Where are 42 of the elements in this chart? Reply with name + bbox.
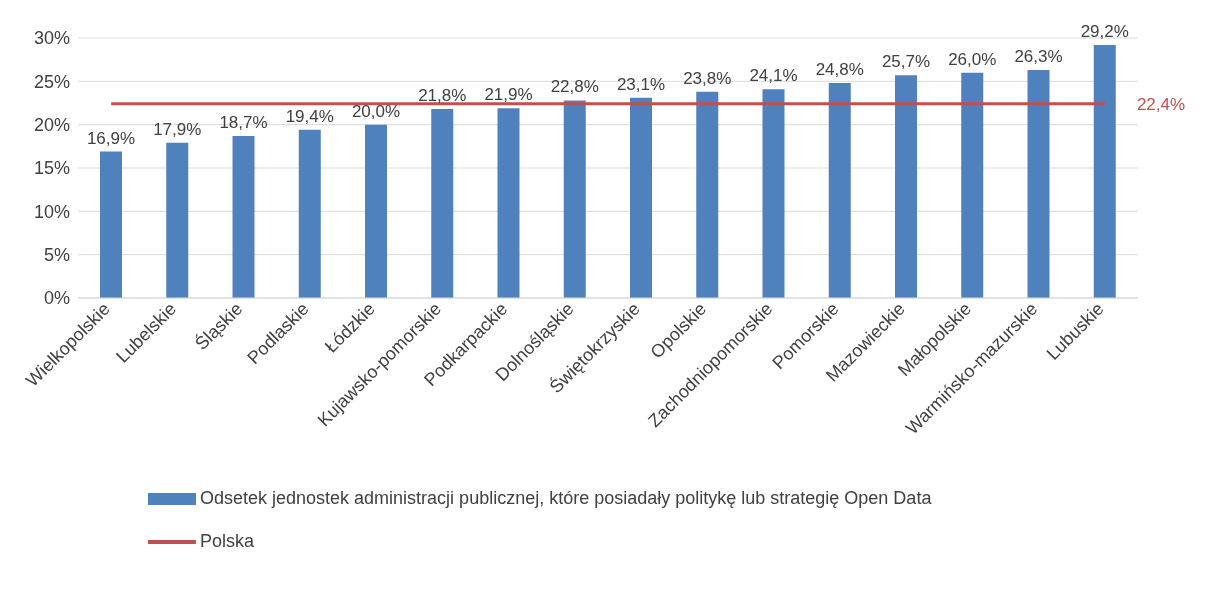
data-label: 24,1% [749, 66, 798, 86]
bar [828, 83, 851, 298]
legend-label: Polska [200, 531, 255, 552]
data-label: 22,8% [550, 77, 599, 97]
bar [1093, 44, 1116, 298]
y-tick-label: 5% [43, 245, 70, 266]
data-label: 21,9% [484, 85, 533, 105]
bar [895, 75, 917, 298]
data-label: 26,3% [1014, 47, 1063, 67]
bar [431, 109, 454, 298]
data-label: 23,8% [683, 68, 732, 88]
data-label: 21,8% [418, 86, 467, 106]
y-tick-label: 20% [33, 115, 70, 136]
bar [1027, 70, 1050, 298]
data-label: 26,0% [948, 49, 997, 69]
y-tick-label: 25% [33, 71, 70, 92]
data-label: 19,4% [285, 106, 334, 126]
y-tick-label: 15% [33, 158, 70, 179]
bar [961, 72, 984, 298]
data-label: 20,0% [351, 101, 401, 121]
data-label: 29,2% [1080, 21, 1129, 41]
bar [166, 142, 189, 298]
y-tick-label: 10% [33, 201, 70, 222]
legend-label: Odsetek jednostek administracji publicznej, które posiadały politykę lub strategię Open Data [200, 488, 932, 509]
y-tick-label: 0% [43, 288, 70, 309]
data-label: 25,7% [881, 52, 931, 72]
data-label: 16,9% [86, 128, 136, 148]
data-label: 17,9% [153, 119, 202, 139]
bar [298, 129, 321, 298]
bar [365, 124, 387, 298]
y-tick-label: 30% [33, 28, 70, 49]
data-label: 18,7% [219, 112, 268, 132]
bar [232, 135, 255, 298]
bar [563, 100, 586, 298]
data-label: 22,4% [1136, 94, 1186, 114]
bar [630, 97, 652, 298]
bar [762, 89, 785, 298]
data-label: 24,8% [815, 60, 864, 80]
data-label: 23,1% [616, 74, 666, 94]
bar [696, 91, 719, 298]
bar [497, 108, 520, 298]
bar [100, 151, 122, 298]
